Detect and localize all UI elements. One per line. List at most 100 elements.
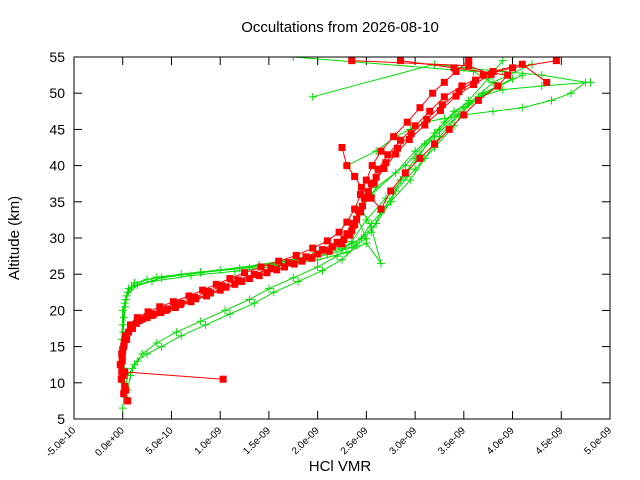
data-point — [537, 71, 546, 80]
data-point — [177, 270, 186, 279]
data-point — [396, 176, 405, 185]
data-point — [118, 320, 127, 329]
data-point — [362, 234, 371, 243]
data-point — [459, 103, 468, 112]
data-point — [187, 298, 195, 306]
data-point — [152, 338, 161, 347]
data-point — [319, 246, 327, 254]
data-point — [479, 71, 487, 79]
data-point — [340, 235, 348, 243]
data-point — [225, 310, 234, 319]
data-point — [351, 205, 359, 213]
data-point — [372, 219, 381, 228]
data-point — [401, 161, 410, 170]
data-point — [123, 288, 132, 297]
data-point — [302, 253, 310, 261]
data-point — [374, 165, 382, 173]
data-point — [420, 139, 429, 148]
data-point — [346, 231, 354, 239]
data-point — [121, 335, 129, 343]
data-point — [308, 92, 317, 101]
data-point — [547, 96, 556, 105]
series-green-crosses — [117, 57, 595, 413]
data-point — [130, 278, 139, 287]
data-point — [125, 328, 133, 336]
data-point — [435, 125, 444, 134]
data-point — [552, 57, 560, 65]
data-point — [394, 144, 402, 152]
data-point — [333, 252, 342, 261]
plot-frame — [73, 56, 611, 420]
data-point — [120, 343, 128, 351]
data-point — [518, 71, 527, 80]
data-point — [216, 265, 225, 274]
data-point — [455, 88, 463, 96]
data-point — [292, 251, 300, 259]
data-point — [284, 259, 292, 267]
data-point — [122, 332, 130, 340]
data-point — [127, 283, 136, 292]
data-point — [121, 368, 129, 376]
data-point — [348, 57, 356, 65]
data-point — [128, 364, 137, 373]
data-point — [117, 375, 125, 383]
data-point — [487, 70, 495, 78]
data-point — [313, 262, 322, 271]
data-point — [314, 250, 322, 258]
data-point — [135, 317, 143, 325]
data-point — [357, 234, 366, 242]
data-point — [157, 273, 166, 282]
data-point — [199, 286, 207, 294]
data-point — [367, 223, 376, 232]
data-point — [396, 136, 404, 144]
data-point — [508, 74, 517, 83]
data-point — [370, 179, 378, 187]
y-tick-label: 25 — [49, 266, 65, 282]
data-point — [309, 244, 317, 252]
data-point — [372, 173, 380, 181]
data-point — [411, 122, 419, 130]
data-point — [581, 78, 590, 87]
data-point — [171, 304, 179, 312]
data-point — [392, 150, 400, 158]
data-point — [509, 64, 517, 72]
data-point — [440, 114, 449, 123]
data-point — [421, 121, 429, 129]
data-point — [169, 298, 177, 306]
data-point — [333, 238, 341, 246]
data-point — [537, 81, 546, 90]
y-tick-label: 5 — [57, 411, 65, 427]
data-point — [401, 169, 409, 177]
data-point — [351, 221, 359, 229]
data-point — [406, 176, 415, 185]
data-point — [382, 159, 390, 167]
data-point — [250, 299, 259, 308]
data-point — [269, 288, 278, 297]
data-point — [445, 125, 453, 133]
y-axis-label: Altitude (km) — [6, 196, 23, 280]
data-point — [362, 215, 371, 224]
data-point — [464, 96, 473, 105]
data-point — [518, 60, 526, 68]
data-point — [362, 176, 370, 184]
data-point — [238, 277, 246, 285]
data-point — [156, 303, 164, 311]
data-point — [411, 165, 420, 174]
data-point — [157, 309, 165, 317]
data-point — [245, 275, 253, 283]
data-point — [377, 205, 385, 213]
y-tick-label: 30 — [49, 230, 65, 246]
x-axis-label: HCl VMR — [309, 458, 372, 475]
data-point — [405, 136, 413, 144]
plot-area — [116, 57, 595, 413]
data-point — [325, 247, 333, 255]
data-point — [152, 273, 161, 282]
data-point — [275, 257, 283, 265]
data-point — [338, 144, 346, 151]
data-point — [255, 272, 263, 280]
data-point — [147, 277, 156, 286]
data-point — [196, 268, 205, 277]
data-point — [116, 361, 124, 369]
data-point — [231, 280, 239, 288]
